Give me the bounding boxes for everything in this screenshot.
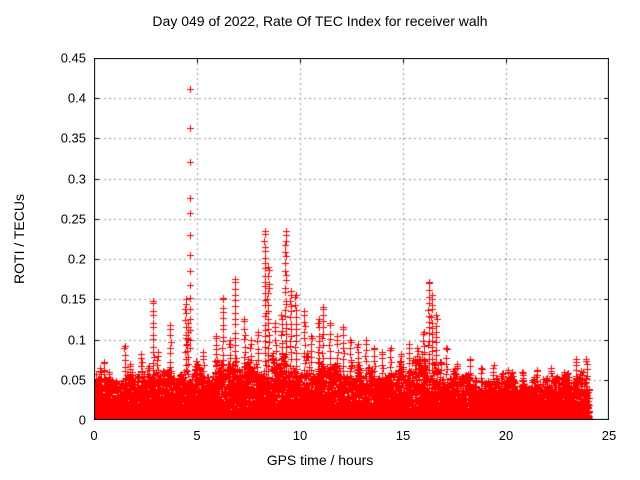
- y-tick-label: 0.35: [60, 130, 86, 146]
- y-tick-label: 0.25: [60, 211, 86, 227]
- x-tick-label: 5: [193, 428, 201, 443]
- y-tick-label: 0.05: [60, 372, 86, 388]
- y-tick-label: 0.4: [67, 90, 86, 106]
- y-tick-label: 0.15: [60, 291, 86, 307]
- y-tick-label: 0: [78, 412, 86, 428]
- y-tick-label: 0.1: [67, 332, 86, 348]
- y-tick-label: 0.45: [60, 50, 86, 66]
- x-tick-label: 10: [292, 428, 308, 443]
- x-axis-label: GPS time / hours: [266, 452, 374, 468]
- y-axis-label: ROTI / TECUs: [11, 194, 27, 284]
- y-tick-label: 0.3: [67, 171, 86, 187]
- x-tick-label: 25: [601, 428, 617, 443]
- x-tick-label: 15: [395, 428, 411, 443]
- x-tick-label: 20: [498, 428, 514, 443]
- y-tick-label: 0.2: [67, 251, 86, 267]
- scatter-plot-canvas: [94, 58, 609, 420]
- x-tick-label: 0: [90, 428, 98, 443]
- chart-title: Day 049 of 2022, Rate Of TEC Index for r…: [152, 13, 488, 29]
